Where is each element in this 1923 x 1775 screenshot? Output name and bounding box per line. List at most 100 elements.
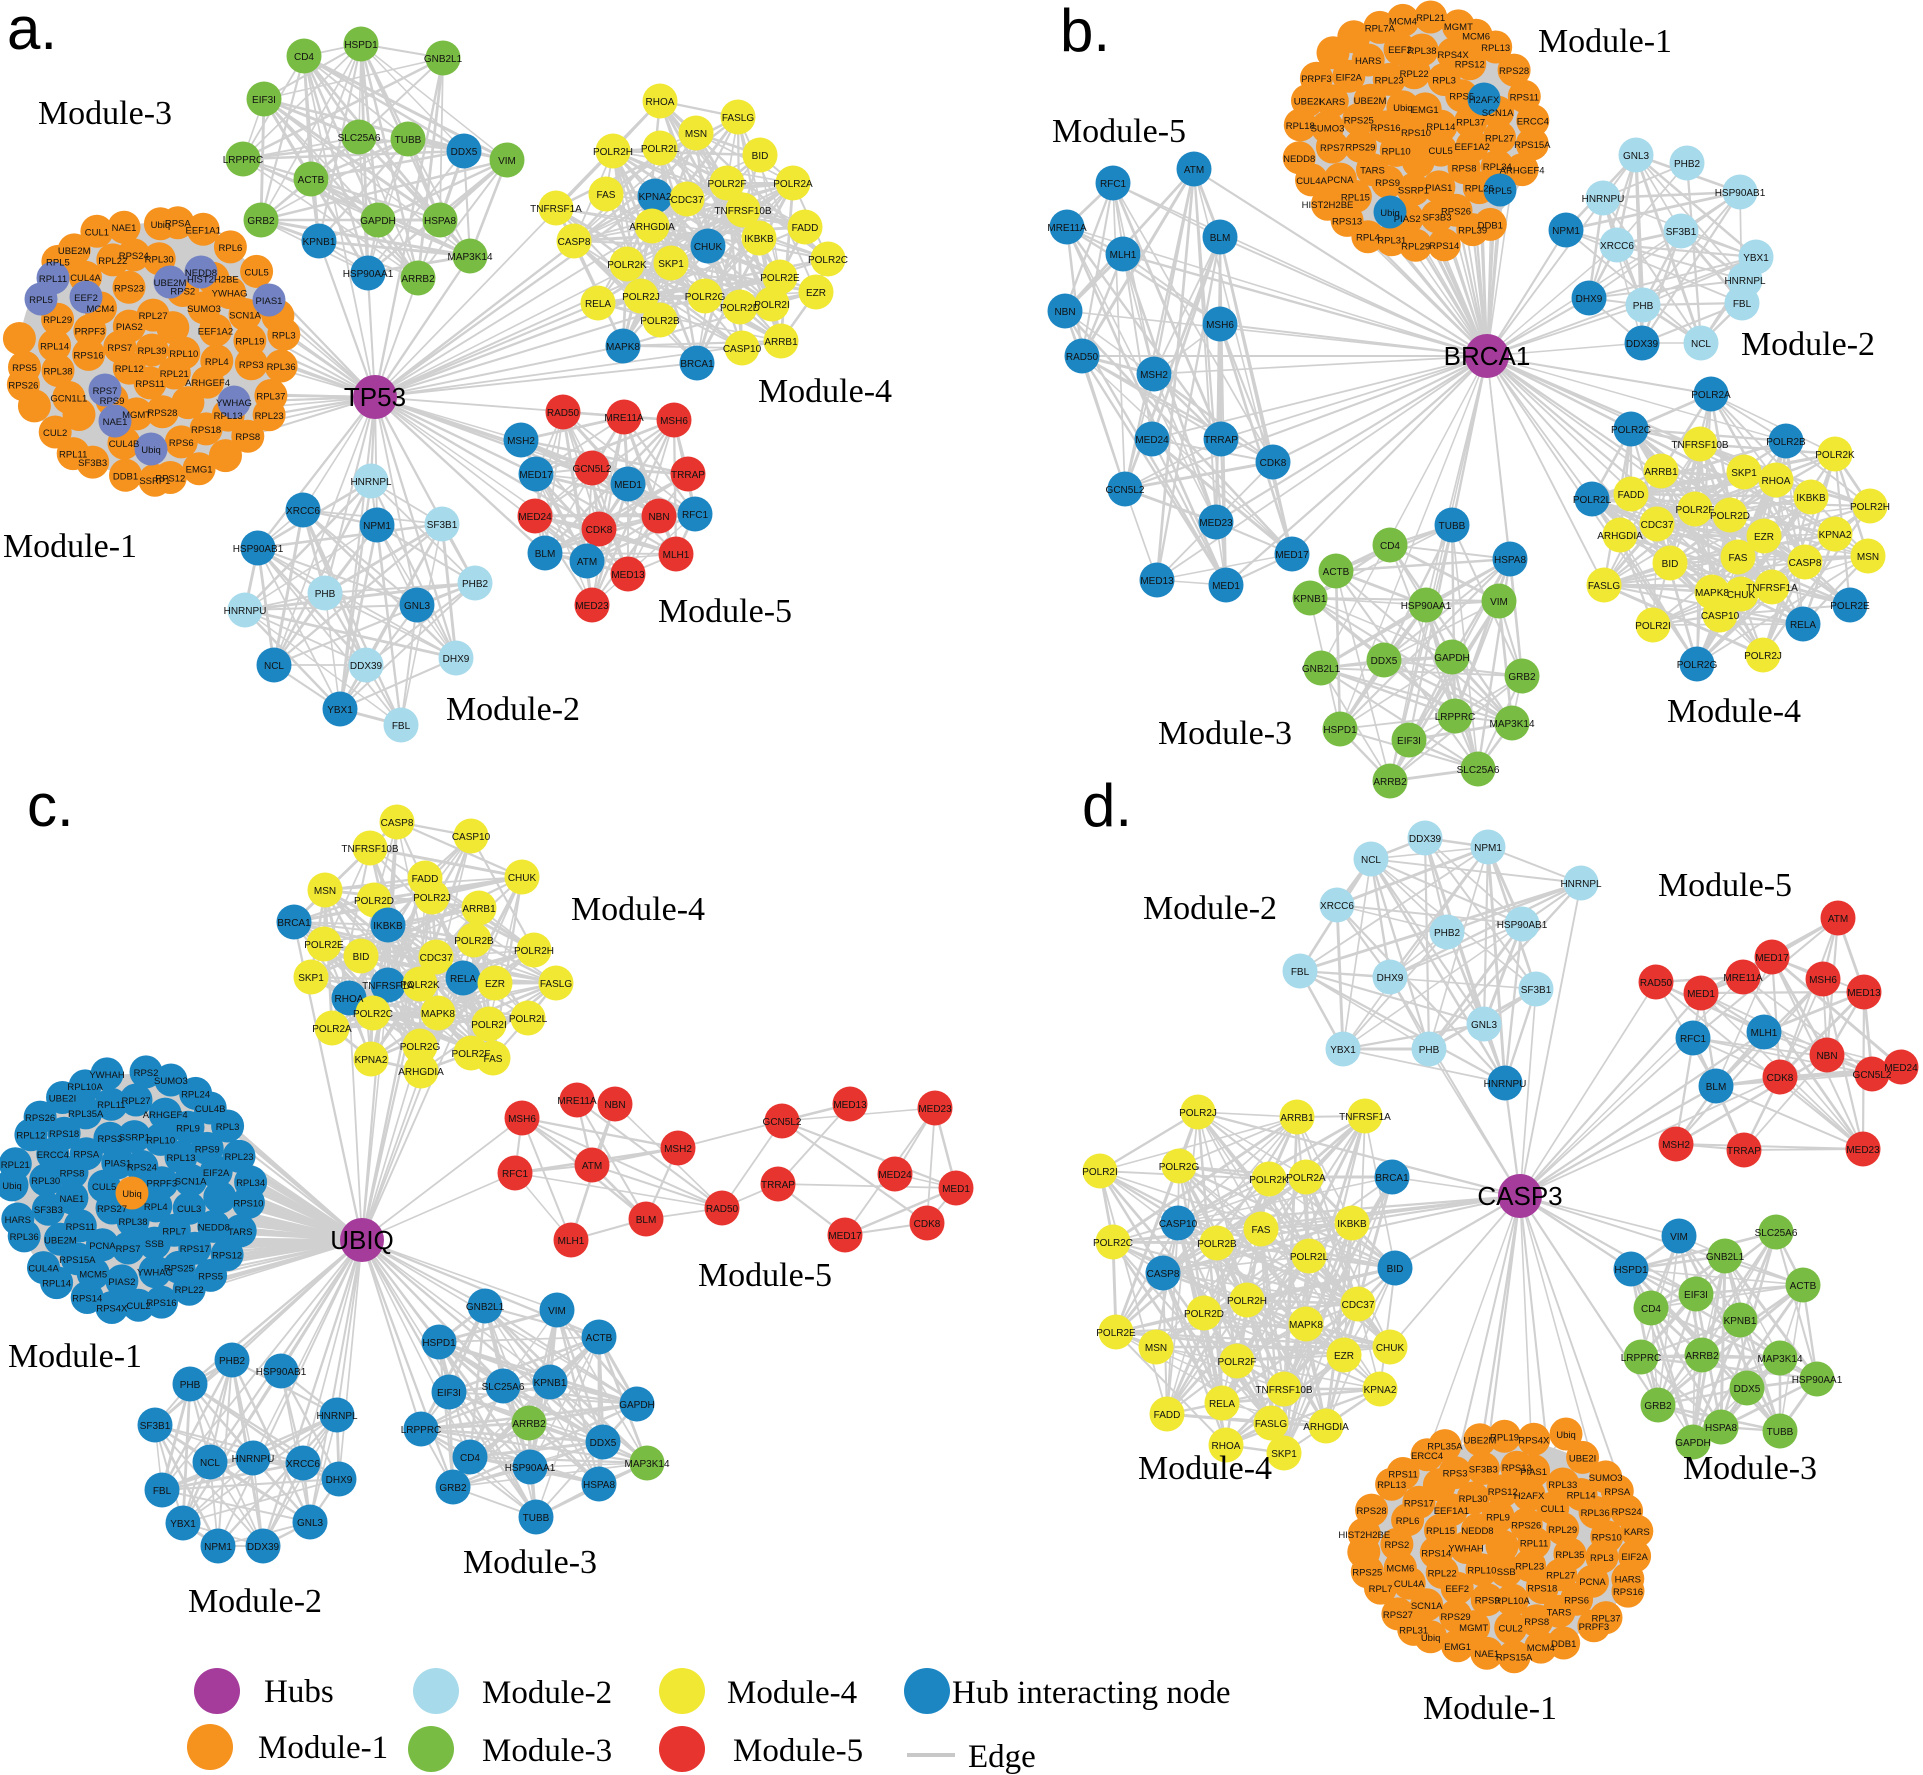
svg-text:GAPDH: GAPDH — [360, 216, 396, 227]
svg-text:RPL4: RPL4 — [1356, 233, 1380, 244]
svg-text:CDK8: CDK8 — [586, 525, 613, 536]
svg-text:HSP90AB1: HSP90AB1 — [1497, 920, 1548, 931]
svg-text:MLH1: MLH1 — [1110, 250, 1137, 261]
svg-text:EEF1A1: EEF1A1 — [1434, 1506, 1469, 1517]
svg-text:NCL: NCL — [1691, 339, 1711, 350]
svg-text:RPL6: RPL6 — [219, 243, 243, 254]
svg-text:HSPD1: HSPD1 — [422, 1338, 456, 1349]
svg-text:Module-4: Module-4 — [758, 373, 892, 410]
svg-text:MSN: MSN — [314, 886, 336, 897]
svg-text:CHUK: CHUK — [1376, 1343, 1405, 1354]
svg-text:ACTB: ACTB — [1323, 567, 1350, 578]
svg-text:RPS18: RPS18 — [49, 1129, 79, 1140]
svg-text:RPL4: RPL4 — [144, 1202, 168, 1213]
svg-text:NCL: NCL — [200, 1458, 220, 1469]
svg-text:SSRP1: SSRP1 — [1398, 185, 1429, 196]
svg-text:BRCA1: BRCA1 — [1444, 341, 1531, 371]
svg-text:MED23: MED23 — [575, 601, 609, 612]
svg-text:EEF2: EEF2 — [1445, 1584, 1469, 1595]
svg-text:Module-2: Module-2 — [446, 691, 580, 728]
svg-text:CASP8: CASP8 — [1789, 558, 1822, 569]
svg-text:MED1: MED1 — [1212, 581, 1240, 592]
svg-text:RPL37: RPL37 — [1456, 118, 1485, 129]
svg-text:PHB: PHB — [1633, 301, 1654, 312]
svg-text:RPL38: RPL38 — [118, 1217, 147, 1228]
svg-text:TRRAP: TRRAP — [761, 1180, 795, 1191]
svg-text:MLH1: MLH1 — [558, 1236, 585, 1247]
svg-text:YBX1: YBX1 — [1330, 1045, 1356, 1056]
svg-text:RPL22: RPL22 — [98, 256, 127, 267]
svg-text:RPS13: RPS13 — [1502, 1463, 1532, 1474]
svg-text:RPL10: RPL10 — [169, 349, 198, 360]
svg-text:FASLG: FASLG — [1588, 581, 1620, 592]
svg-text:CUL4B: CUL4B — [195, 1104, 226, 1115]
svg-text:MED24: MED24 — [1884, 1063, 1918, 1074]
svg-text:RPL4: RPL4 — [205, 357, 229, 368]
svg-text:SF3B1: SF3B1 — [1521, 985, 1552, 996]
svg-text:MED17: MED17 — [828, 1231, 862, 1242]
svg-text:Module-1: Module-1 — [1423, 1690, 1557, 1727]
svg-text:SCN1A: SCN1A — [1411, 1601, 1443, 1612]
svg-text:RPS25: RPS25 — [164, 1263, 194, 1274]
svg-text:NEDD8: NEDD8 — [185, 268, 217, 279]
svg-text:KPNB1: KPNB1 — [303, 237, 336, 248]
svg-text:TARS: TARS — [1547, 1607, 1572, 1618]
svg-text:RPS18: RPS18 — [191, 425, 221, 436]
svg-text:SKP1: SKP1 — [1271, 1449, 1297, 1460]
svg-text:POLR2K: POLR2K — [607, 260, 647, 271]
svg-text:POLR2J: POLR2J — [622, 292, 660, 303]
svg-text:RPL37: RPL37 — [1591, 1614, 1620, 1625]
svg-text:NBN: NBN — [1054, 307, 1075, 318]
svg-text:RPS11: RPS11 — [1388, 1470, 1417, 1481]
svg-text:HSP90AB1: HSP90AB1 — [256, 1367, 307, 1378]
svg-text:FASLG: FASLG — [540, 979, 572, 990]
svg-text:HNRNPL: HNRNPL — [1560, 879, 1602, 890]
svg-text:DDB1: DDB1 — [1478, 220, 1503, 231]
svg-text:RPS15A: RPS15A — [1514, 140, 1551, 151]
svg-text:PCNA: PCNA — [1327, 175, 1354, 186]
svg-text:HIST2H2BE: HIST2H2BE — [1302, 200, 1354, 211]
svg-text:PIAS2: PIAS2 — [1394, 214, 1421, 225]
svg-text:TNFRSF1A: TNFRSF1A — [1339, 1112, 1391, 1123]
svg-text:UBE2M: UBE2M — [44, 1235, 77, 1246]
svg-text:PCNA: PCNA — [1579, 1577, 1606, 1588]
svg-text:EIF3I: EIF3I — [1397, 736, 1421, 747]
svg-text:CUL4A: CUL4A — [70, 273, 101, 284]
svg-text:Module-3: Module-3 — [1158, 715, 1292, 752]
svg-text:RPL3: RPL3 — [1432, 76, 1456, 87]
svg-text:RPL34: RPL34 — [236, 1178, 265, 1189]
svg-text:DHX9: DHX9 — [1576, 294, 1603, 305]
svg-text:RPL18: RPL18 — [1286, 121, 1315, 132]
svg-text:CUL4A: CUL4A — [1296, 176, 1327, 187]
svg-text:CUL4B: CUL4B — [109, 439, 140, 450]
svg-text:HNRNPU: HNRNPU — [232, 1454, 275, 1465]
svg-text:RPS8: RPS8 — [1452, 164, 1477, 175]
svg-text:RPS7: RPS7 — [116, 1244, 141, 1255]
svg-text:RPL35: RPL35 — [1555, 1550, 1584, 1561]
svg-text:RPS4X: RPS4X — [1518, 1435, 1550, 1446]
svg-text:GRB2: GRB2 — [247, 216, 275, 227]
svg-text:IKBKB: IKBKB — [1337, 1219, 1367, 1230]
svg-text:POLR2D: POLR2D — [354, 896, 394, 907]
svg-text:XRCC6: XRCC6 — [286, 506, 320, 517]
svg-text:RPL14: RPL14 — [1567, 1491, 1596, 1502]
svg-text:RPL23: RPL23 — [224, 1152, 253, 1163]
svg-text:Module-1: Module-1 — [1538, 23, 1672, 60]
svg-text:RPL3: RPL3 — [216, 1122, 240, 1133]
svg-text:RPS14: RPS14 — [1421, 1549, 1451, 1560]
svg-text:CASP10: CASP10 — [452, 832, 491, 843]
svg-text:PHB: PHB — [1419, 1045, 1440, 1056]
svg-text:RPL11: RPL11 — [97, 1100, 125, 1111]
svg-text:RPS24: RPS24 — [1612, 1507, 1642, 1518]
svg-text:YBX1: YBX1 — [170, 1519, 196, 1530]
svg-text:CUL4A: CUL4A — [1394, 1579, 1425, 1590]
svg-text:TRRAP: TRRAP — [1727, 1146, 1761, 1157]
svg-text:RFC1: RFC1 — [682, 510, 709, 521]
svg-text:CUL2: CUL2 — [126, 1301, 150, 1312]
svg-text:HSPA8: HSPA8 — [1705, 1423, 1737, 1434]
svg-text:RPSA: RPSA — [73, 1150, 100, 1161]
svg-text:CASP8: CASP8 — [1147, 1269, 1180, 1280]
svg-text:RPL35A: RPL35A — [68, 1109, 104, 1120]
svg-text:RAD50: RAD50 — [706, 1204, 739, 1215]
svg-text:RPL13: RPL13 — [1481, 43, 1510, 54]
